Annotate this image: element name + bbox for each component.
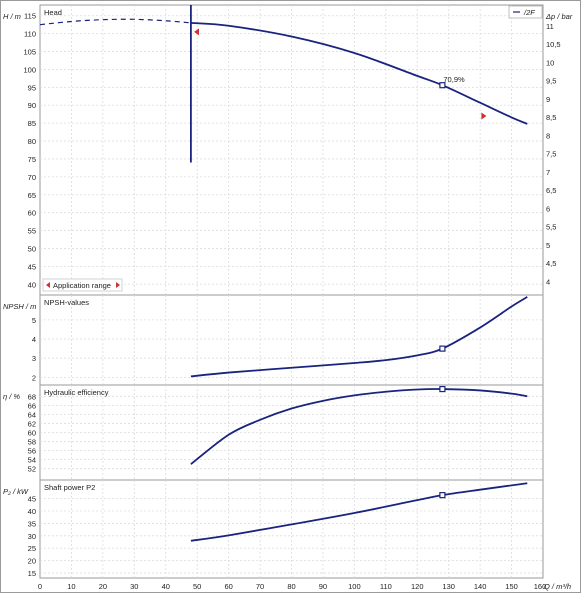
y-tick-label: 68 — [28, 392, 36, 401]
x-tick-label: 80 — [287, 582, 295, 591]
y-tick-label: 3 — [32, 354, 36, 363]
y-tick-label: 56 — [28, 447, 36, 456]
y-tick-label: 45 — [28, 262, 36, 271]
x-tick-label: 90 — [319, 582, 327, 591]
y2-tick-label: 8,5 — [546, 113, 556, 122]
panel-title: Hydraulic efficiency — [44, 388, 109, 397]
operating-point-marker — [439, 345, 446, 352]
y2-tick-label: 4,5 — [546, 259, 556, 268]
y-tick-label: 30 — [28, 532, 36, 541]
operating-point-marker — [439, 492, 446, 499]
y2-tick-label: 8 — [546, 131, 550, 140]
y2-tick-label: 7 — [546, 168, 550, 177]
series-line-efficiency — [190, 388, 528, 465]
y-axis-label: NPSH / m — [3, 302, 36, 311]
series-line-npsh — [190, 296, 528, 378]
y-tick-label: 20 — [28, 557, 36, 566]
application-range-marker — [481, 112, 487, 120]
x-tick-label: 0 — [38, 582, 42, 591]
x-tick-label: 120 — [411, 582, 424, 591]
x-tick-label: 150 — [505, 582, 518, 591]
y-tick-label: 90 — [28, 101, 36, 110]
y2-tick-label: 4 — [546, 277, 550, 286]
x-tick-label: 20 — [99, 582, 107, 591]
y2-tick-label: 6 — [546, 204, 550, 213]
y-tick-label: 52 — [28, 465, 36, 474]
y2-tick-label: 10,5 — [546, 40, 561, 49]
y2-tick-label: 7,5 — [546, 150, 556, 159]
legend-label: /2F — [523, 8, 535, 17]
series-line-head — [190, 22, 528, 125]
y-tick-label: 105 — [23, 48, 36, 57]
y2-tick-label: 11 — [546, 22, 554, 31]
x-tick-label: 40 — [162, 582, 170, 591]
y-tick-label: 54 — [28, 456, 36, 465]
series-line-extrapolated — [39, 18, 191, 26]
panel-title: Head — [44, 8, 62, 17]
x-tick-label: 30 — [130, 582, 138, 591]
series-line-power — [190, 482, 528, 542]
y-axis-label: H / m — [3, 12, 21, 21]
y-tick-label: 70 — [28, 173, 36, 182]
y-tick-label: 85 — [28, 119, 36, 128]
operating-point-marker — [439, 385, 446, 393]
application-range-left-icon — [46, 282, 50, 288]
y-tick-label: 40 — [28, 507, 36, 516]
efficiency-point-label: 70,9% — [443, 75, 465, 84]
panel-title: NPSH-values — [44, 298, 89, 307]
application-range-right-icon — [116, 282, 120, 288]
y-tick-label: 80 — [28, 137, 36, 146]
y-tick-label: 66 — [28, 401, 36, 410]
legend-box — [508, 5, 543, 19]
x-tick-label: 70 — [256, 582, 264, 591]
y2-axis-label: Δp / bar — [545, 12, 573, 21]
y-tick-label: 100 — [23, 65, 36, 74]
x-tick-label: 50 — [193, 582, 201, 591]
y-tick-label: 65 — [28, 191, 36, 200]
application-range-label: Application range — [53, 281, 111, 290]
y-tick-label: 2 — [32, 373, 36, 382]
y2-tick-label: 5,5 — [546, 223, 556, 232]
x-tick-label: 130 — [442, 582, 455, 591]
y2-tick-label: 5 — [546, 241, 550, 250]
x-tick-label: 100 — [348, 582, 361, 591]
x-tick-label: 60 — [224, 582, 232, 591]
y-axis-label: P₂ / kW — [3, 487, 29, 496]
x-tick-label: 110 — [380, 582, 392, 591]
y-tick-label: 35 — [28, 519, 36, 528]
y-tick-label: 62 — [28, 419, 36, 428]
y-tick-label: 15 — [28, 569, 36, 578]
y-tick-label: 64 — [28, 410, 36, 419]
operating-point-marker — [439, 82, 446, 89]
y-tick-label: 60 — [28, 209, 36, 218]
y-tick-label: 25 — [28, 544, 36, 553]
y-tick-label: 4 — [32, 335, 36, 344]
y-tick-label: 110 — [24, 30, 36, 39]
y2-tick-label: 10 — [546, 58, 554, 67]
y-tick-label: 45 — [28, 495, 36, 504]
y2-tick-label: 9 — [546, 95, 550, 104]
x-tick-label: 10 — [67, 582, 75, 591]
x-tick-label: 140 — [474, 582, 487, 591]
y2-tick-label: 9,5 — [546, 77, 556, 86]
x-axis-label: Q / m³/h — [544, 582, 571, 591]
y-tick-label: 60 — [28, 429, 36, 438]
y-tick-label: 5 — [32, 316, 36, 325]
y-tick-label: 55 — [28, 227, 36, 236]
y-tick-label: 50 — [28, 244, 36, 253]
y2-tick-label: 6,5 — [546, 186, 556, 195]
application-range-marker — [194, 28, 200, 36]
application-range-box — [42, 278, 123, 292]
y-tick-label: 75 — [28, 155, 36, 164]
y-tick-label: 115 — [24, 12, 36, 21]
panel-title: Shaft power P2 — [44, 483, 95, 492]
y-axis-label: η / % — [3, 392, 20, 401]
x-tick-label: 160 — [534, 582, 547, 591]
y-tick-label: 40 — [28, 280, 36, 289]
y-tick-label: 95 — [28, 83, 36, 92]
y-tick-label: 58 — [28, 438, 36, 447]
